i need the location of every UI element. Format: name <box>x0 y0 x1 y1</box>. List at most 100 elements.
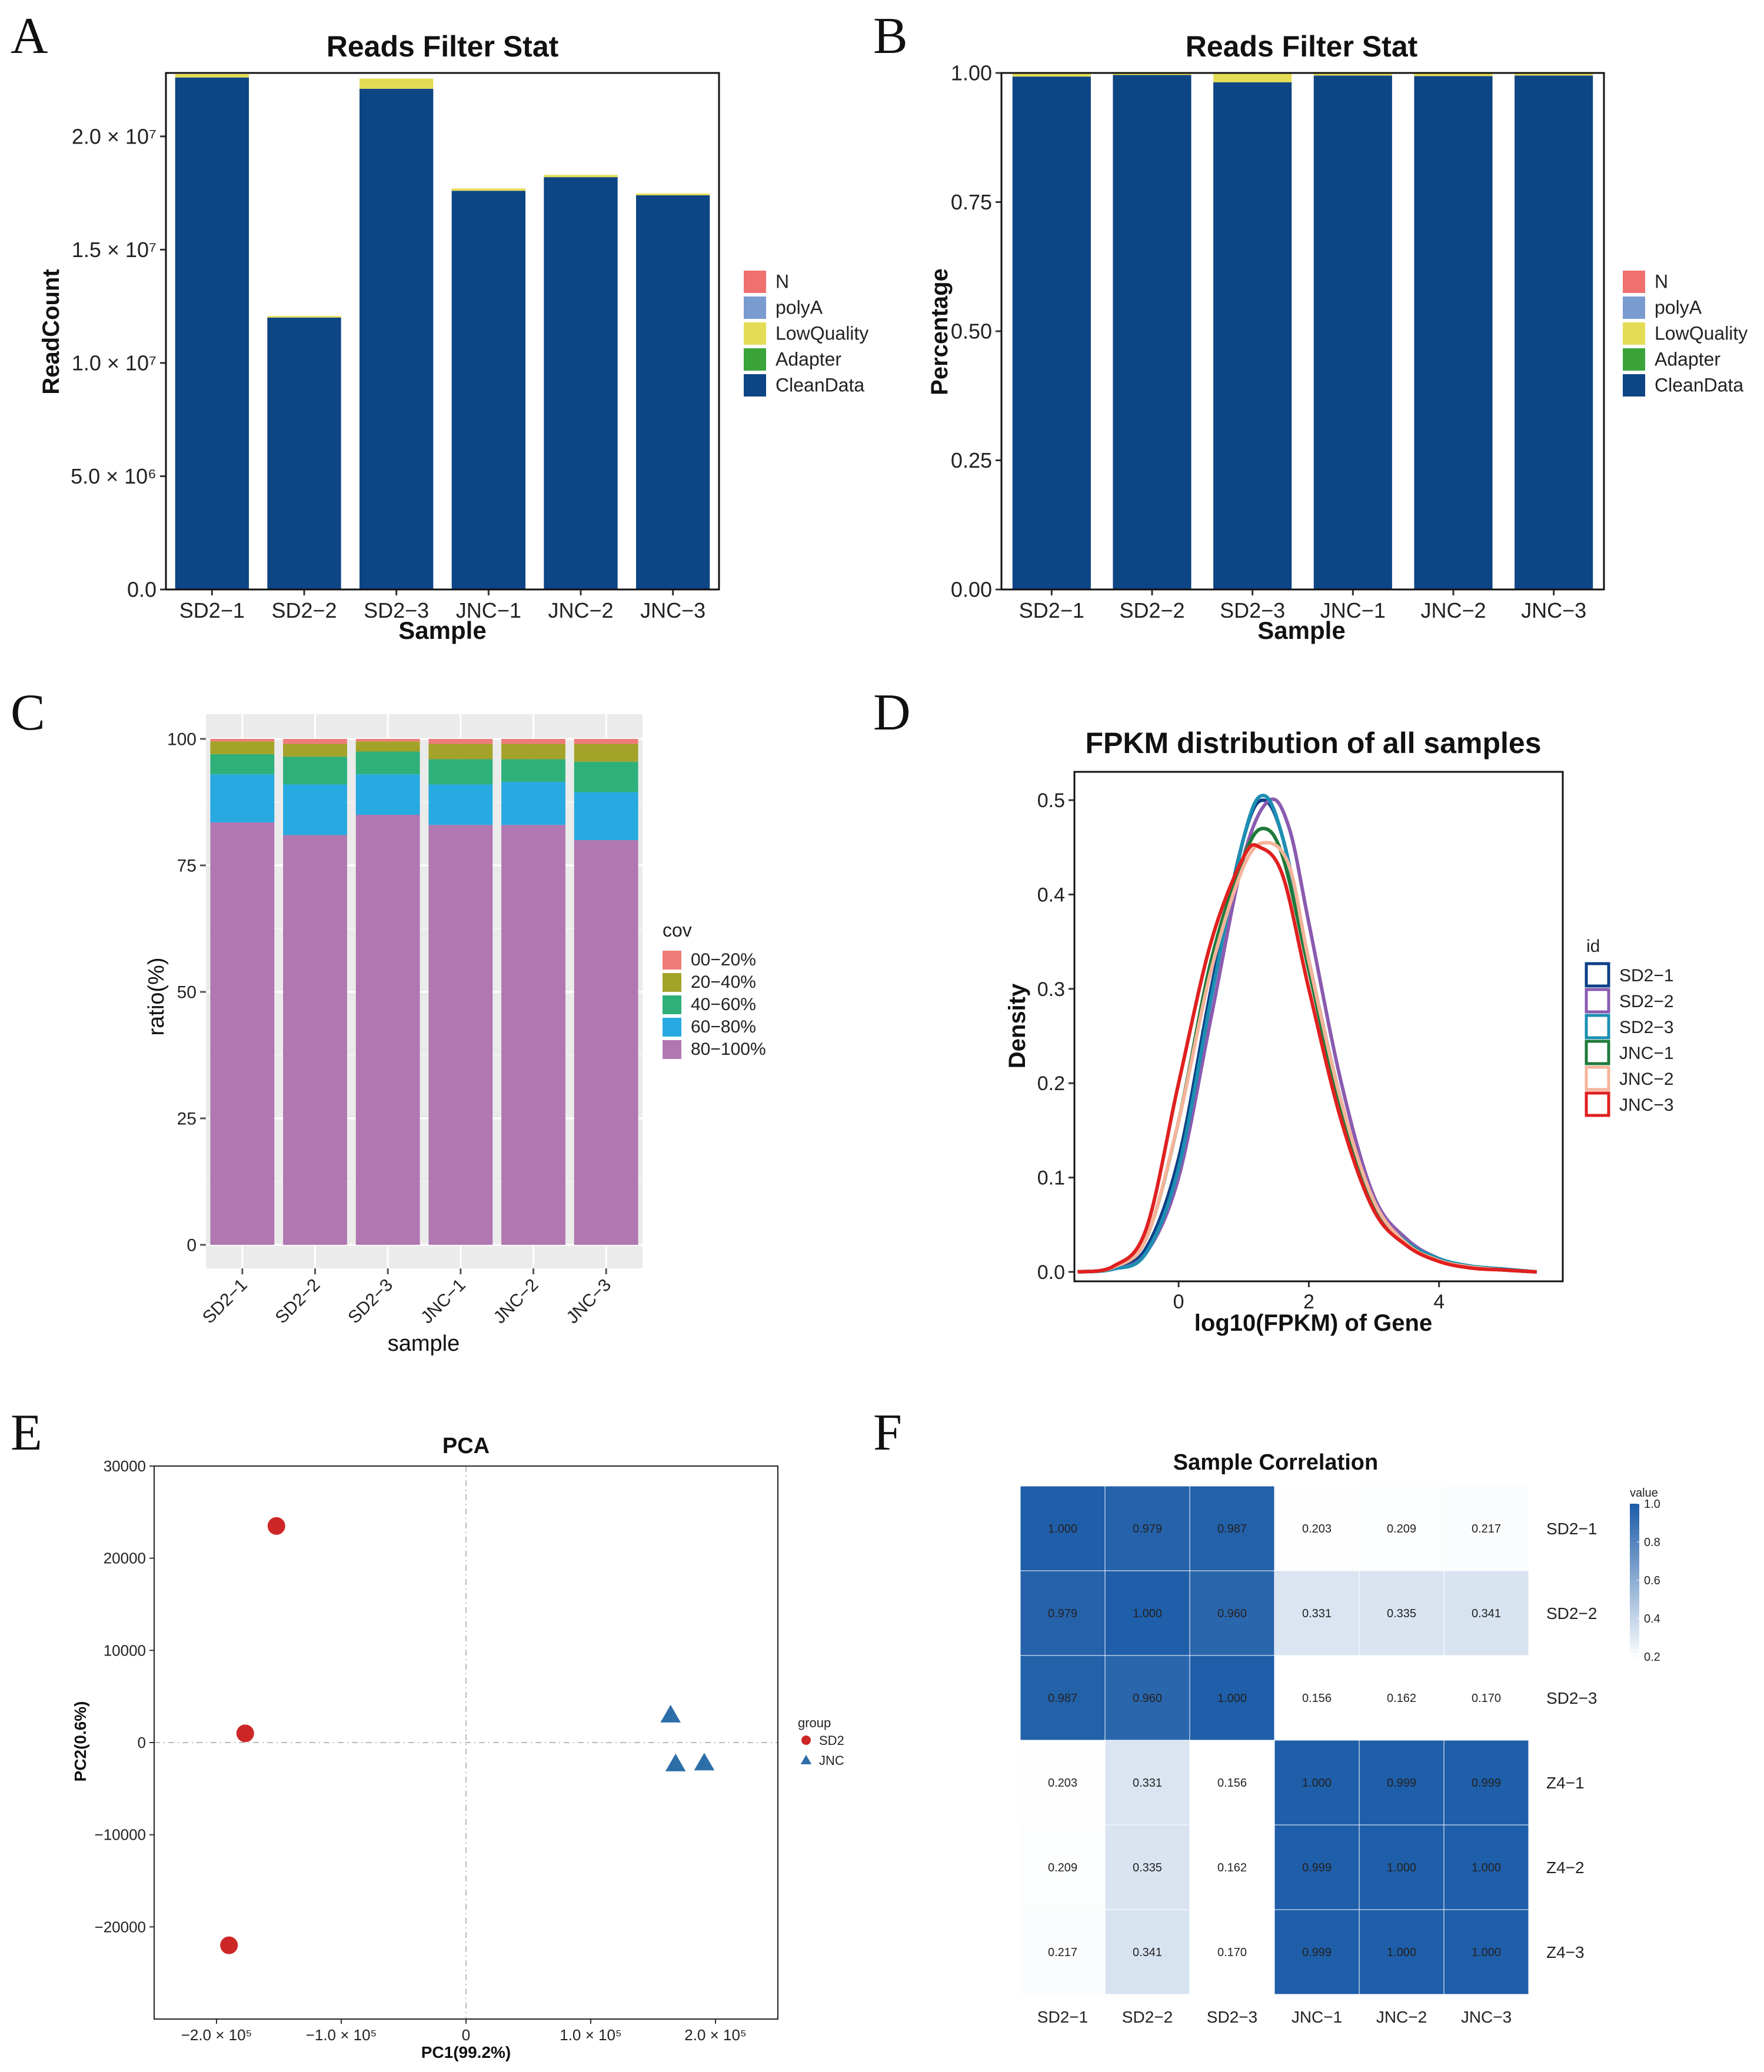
bar-segment <box>428 759 493 785</box>
bar-segment <box>1213 73 1292 82</box>
legend-swatch <box>663 973 681 992</box>
plot-frame <box>154 1465 778 2020</box>
legend-swatch <box>1623 374 1645 397</box>
x-axis-label: sample <box>388 1331 460 1356</box>
pca-point <box>236 1724 254 1743</box>
bar-segment <box>1515 73 1593 76</box>
y-tick-label: 0 <box>138 1734 146 1751</box>
bar-segment <box>544 177 618 589</box>
bar-segment <box>1313 73 1392 76</box>
x-tick-label: 2.0 × 10⁵ <box>684 2026 746 2044</box>
panel-letter: C <box>11 684 45 741</box>
legend-marker <box>801 1735 811 1745</box>
y-tick-label: 0 <box>187 1236 197 1255</box>
cell-value: 0.999 <box>1387 1777 1416 1790</box>
heatmap-cell <box>1443 1655 1529 1741</box>
bar-segment <box>283 739 347 744</box>
legend-swatch <box>1623 322 1645 345</box>
legend-label: SD2−2 <box>1619 992 1674 1011</box>
scale-gradient-step <box>1630 1534 1639 1539</box>
scale-tick-label: 0.6 <box>1644 1574 1660 1587</box>
legend-label: JNC <box>819 1753 844 1768</box>
legend-swatch <box>744 297 766 319</box>
legend-swatch <box>744 271 766 293</box>
legend-swatch <box>1585 1040 1610 1065</box>
cell-value: 1.000 <box>1302 1777 1332 1790</box>
cell-value: 0.335 <box>1387 1607 1416 1620</box>
scale-gradient-step <box>1630 1550 1639 1554</box>
cell-value: 1.000 <box>1387 1861 1416 1874</box>
cell-value: 0.156 <box>1302 1692 1332 1705</box>
cell-value: 0.203 <box>1302 1523 1332 1535</box>
y-tick-label: 10000 <box>104 1641 146 1659</box>
cell-value: 0.960 <box>1217 1607 1247 1620</box>
bar-segment <box>501 739 565 744</box>
bar-segment <box>283 784 347 835</box>
heatmap-cell <box>1020 1655 1106 1741</box>
bar-segment <box>428 744 493 759</box>
panel-letter: F <box>873 1404 902 1461</box>
scale-gradient-step <box>1630 1599 1639 1604</box>
y-tick-label: 0.4 <box>1037 884 1065 906</box>
y-tick-label: 30000 <box>104 1457 146 1475</box>
y-axis-label: ReadCount <box>38 269 64 394</box>
heatmap-cell <box>1274 1485 1360 1571</box>
chart-title: Reads Filter Stat <box>1186 30 1418 63</box>
x-tick-label: −1.0 × 10⁵ <box>306 2026 377 2044</box>
bar-segment <box>210 754 275 775</box>
y-tick-label: 50 <box>177 983 197 1002</box>
cell-value: 1.000 <box>1048 1523 1077 1535</box>
legend-label: 00−20% <box>691 950 756 970</box>
legend-label: 80−100% <box>691 1040 766 1059</box>
bar-segment <box>175 77 249 589</box>
y-axis-label: Density <box>1004 983 1030 1068</box>
heatmap-cell <box>1274 1570 1360 1656</box>
cell-value: 0.209 <box>1387 1523 1416 1535</box>
cell-value: 0.162 <box>1217 1861 1247 1874</box>
legend-label: SD2 <box>819 1733 844 1748</box>
legend-label: polyA <box>1655 297 1702 318</box>
scale-gradient-step <box>1630 1588 1639 1593</box>
scale-gradient-step <box>1630 1603 1639 1608</box>
legend-swatch <box>1623 271 1645 293</box>
y-tick-label: 25 <box>177 1110 197 1129</box>
column-label: SD2−2 <box>1122 2008 1173 2026</box>
heatmap-cell <box>1189 1570 1275 1656</box>
bar-segment <box>1113 73 1191 75</box>
y-tick-label: 20000 <box>104 1550 146 1567</box>
column-label: SD2−3 <box>1207 2008 1257 2026</box>
legend-marker <box>800 1754 812 1764</box>
y-tick-label: 75 <box>177 857 197 876</box>
scale-gradient-step <box>1630 1626 1639 1631</box>
cell-value: 1.000 <box>1472 1861 1501 1874</box>
scale-gradient-step <box>1630 1507 1639 1512</box>
bar-segment <box>355 774 420 815</box>
heatmap-cell <box>1359 1570 1445 1656</box>
legend-label: SD2−3 <box>1619 1018 1674 1037</box>
legend-label: JNC−2 <box>1619 1070 1674 1089</box>
y-tick-label: −10000 <box>95 1826 146 1844</box>
legend-swatch <box>1623 297 1645 319</box>
bar-segment <box>451 191 525 589</box>
legend-label: 40−60% <box>691 995 756 1014</box>
scale-gradient-step <box>1630 1561 1639 1565</box>
bar-segment <box>1515 75 1593 589</box>
cell-value: 1.000 <box>1133 1607 1162 1620</box>
legend-swatch <box>1585 1014 1610 1040</box>
heatmap-cell <box>1104 1740 1190 1826</box>
cell-value: 0.960 <box>1133 1692 1162 1705</box>
cell-value: 0.335 <box>1133 1861 1162 1874</box>
bar-segment <box>1113 75 1191 589</box>
bar-segment <box>210 739 275 742</box>
heatmap-cell <box>1189 1909 1275 1995</box>
heatmap-cell <box>1104 1655 1190 1741</box>
y-tick-label: 5.0 × 10⁶ <box>71 464 157 488</box>
x-tick-label: 1.0 × 10⁵ <box>560 2026 621 2044</box>
scale-gradient-step <box>1630 1515 1639 1520</box>
y-tick-label: −20000 <box>95 1918 146 1936</box>
x-tick-label: JNC−1 <box>1320 598 1386 622</box>
x-tick-label: 2 <box>1303 1291 1314 1313</box>
x-tick-label: JNC−2 <box>1420 598 1486 622</box>
cell-value: 1.000 <box>1472 1946 1501 1959</box>
x-tick-label: JNC−3 <box>640 598 705 622</box>
